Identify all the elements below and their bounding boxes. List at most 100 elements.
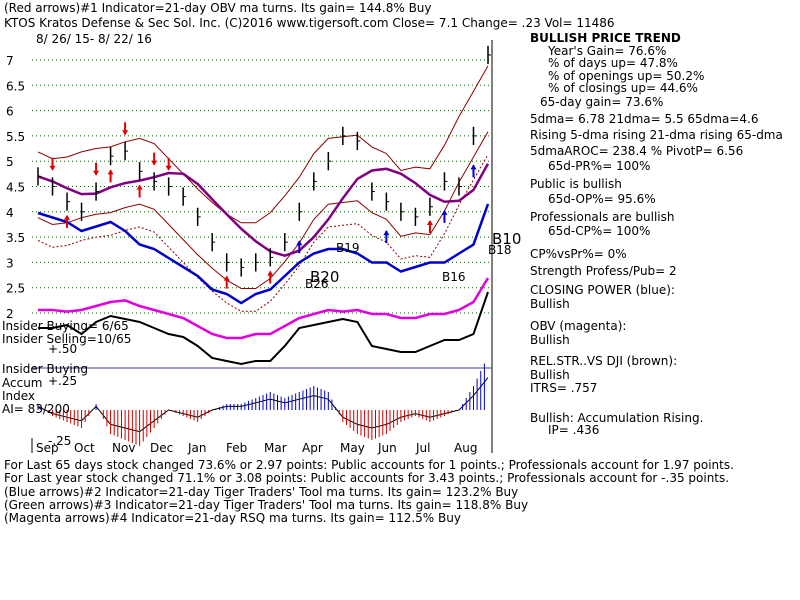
signal-arrow-head xyxy=(267,270,274,276)
y-tick-label: 2 xyxy=(6,307,14,321)
y-tick-label: 4.5 xyxy=(6,181,25,195)
strength-ratio: Strength Profess/Pub= 2 xyxy=(530,264,677,278)
ip-value: IP= .436 xyxy=(548,423,600,437)
signal-arrow-head xyxy=(470,164,477,170)
y-tick-label: 6.5 xyxy=(6,79,25,93)
cp-65: 65d-CP%= 100% xyxy=(548,224,651,238)
y-tick-label: 5 xyxy=(6,155,14,169)
days-up: % of days up= 47.8% xyxy=(548,56,678,70)
public-status: Public is bullish xyxy=(530,177,622,191)
plus-25-label: +.25 xyxy=(48,374,78,388)
footer-line-1: For Last 65 days stock changed 73.6% or … xyxy=(4,458,734,472)
closing-power-title: CLOSING POWER (blue): xyxy=(530,283,675,297)
signal-arrow-head xyxy=(107,169,114,175)
relstr-title: REL.STR..VS DJI (brown): xyxy=(530,354,678,368)
accum-status: Bullish: Accumulation Rising. xyxy=(530,411,704,425)
indicator-title: (Red arrows)#1 Indicator=21-day OBV ma t… xyxy=(4,1,432,15)
relstr-value: Bullish xyxy=(530,368,570,382)
insider-selling-label: Insider Selling=10/65 xyxy=(2,332,132,346)
signal-arrow-head xyxy=(383,230,390,236)
y-axis-ticks: 7 6.5 6 5.5 5 4.5 4 3.5 3 2.5 2 xyxy=(6,54,25,321)
bollinger-bands xyxy=(37,65,490,312)
aroc-pivot: 5dmaAROC= 238.4 % PivotP= 6.56 xyxy=(530,144,744,158)
x-tick-label: Mar xyxy=(264,441,287,455)
professionals-status: Professionals are bullish xyxy=(530,210,675,224)
ticker-line: KTOS Kratos Defense & Sec Sol. Inc. (C)2… xyxy=(4,16,615,30)
signal-label: B18 xyxy=(488,243,512,257)
minus-25-label: -.25 xyxy=(48,434,72,448)
x-tick-label: Jan xyxy=(187,441,207,455)
ma65-line xyxy=(37,163,490,258)
y-tick-label: 7 xyxy=(6,54,14,68)
signal-arrow-head xyxy=(151,160,158,166)
yearly-gain: Year's Gain= 76.6% xyxy=(548,44,667,58)
closing-power-line xyxy=(37,203,490,305)
insider-buying-label: Insider Buying= 6/65 xyxy=(2,319,129,333)
signal-arrow-head xyxy=(93,170,100,176)
signal-label: B20 xyxy=(310,268,339,286)
x-tick-label: Jul xyxy=(415,441,430,455)
signal-arrows xyxy=(49,122,477,289)
footer-line-4: (Green arrows)#3 Indicator=21-day Tiger … xyxy=(4,498,529,512)
plus-50-label: +.50 xyxy=(48,342,78,356)
accum-label: Accum xyxy=(2,376,43,390)
gain-65: 65-day gain= 73.6% xyxy=(540,95,664,109)
x-tick-label: Oct xyxy=(74,441,95,455)
relstr-line xyxy=(38,291,489,366)
grid-lines xyxy=(31,40,493,453)
ai-label: AI= 83/200 xyxy=(2,402,70,416)
signal-arrow-head xyxy=(64,214,71,220)
openings-up: % of openings up= 50.2% xyxy=(548,69,705,83)
x-tick-label: Apr xyxy=(302,441,323,455)
x-tick-label: May xyxy=(340,441,365,455)
trend-title: BULLISH PRICE TREND xyxy=(530,31,681,45)
op-65: 65d-OP%= 95.6% xyxy=(548,192,656,206)
x-tick-label: Sep xyxy=(36,441,59,455)
x-tick-label: Aug xyxy=(454,441,477,455)
rising-dma: Rising 5-dma rising 21-dma rising 65-dma xyxy=(530,128,783,142)
signal-arrow-head xyxy=(426,219,433,225)
y-tick-label: 6 xyxy=(6,105,14,119)
y-tick-label: 3.5 xyxy=(6,231,25,245)
signal-arrow-head xyxy=(122,130,129,136)
x-tick-label: Jun xyxy=(377,441,397,455)
lower-dotted-band xyxy=(37,154,489,312)
cp-vs-pr: CP%vsPr%= 0% xyxy=(530,247,627,261)
signal-label: B10 xyxy=(492,230,521,248)
obv-value: Bullish xyxy=(530,333,570,347)
y-tick-label: 4 xyxy=(6,206,14,220)
signal-label: B16 xyxy=(442,270,466,284)
signal-arrow-head xyxy=(136,184,143,190)
signal-arrow-head xyxy=(165,165,172,171)
x-tick-label: Feb xyxy=(226,441,247,455)
x-axis-labels: Sep Oct Nov Dec Jan Feb Mar Apr May Jun Jul Aug xyxy=(36,441,477,455)
signal-arrow-head xyxy=(49,165,56,171)
insider-buying-label-2: Insider Buying xyxy=(2,362,88,376)
dma-values: 5dma= 6.78 21dma= 5.5 65dma=4.6 xyxy=(530,112,759,126)
y-tick-label: 3 xyxy=(6,256,14,270)
x-tick-label: Dec xyxy=(150,441,173,455)
pr-65: 65d-PR%= 100% xyxy=(548,159,651,173)
date-range: 8/ 26/ 15- 8/ 22/ 16 xyxy=(36,32,152,46)
footer-line-2: For Last year stock changed 71.1% or 3.0… xyxy=(4,471,730,485)
signal-arrow-head xyxy=(441,209,448,215)
closing-power-value: Bullish xyxy=(530,297,570,311)
x-tick-label: Nov xyxy=(112,441,135,455)
series-layer xyxy=(37,45,491,433)
signal-label: B26 xyxy=(305,277,329,291)
upper-band xyxy=(37,65,489,224)
closings-up: % of closings up= 44.6% xyxy=(548,81,698,95)
accumulation-histogram xyxy=(37,363,485,446)
footer-line-5: (Magenta arrows)#4 Indicator=21-day RSQ … xyxy=(4,511,461,525)
signal-arrow-head xyxy=(296,240,303,246)
obv-line xyxy=(38,277,490,340)
lower-band xyxy=(37,131,489,289)
index-label: Index xyxy=(2,389,36,403)
y-tick-label: 2.5 xyxy=(6,282,25,296)
signal-arrow-head xyxy=(223,275,230,281)
itrs-value: ITRS= .757 xyxy=(530,381,598,395)
footer-line-3: (Blue arrows)#2 Indicator=21-day Tiger T… xyxy=(4,485,519,499)
obv-title: OBV (magenta): xyxy=(530,319,627,333)
